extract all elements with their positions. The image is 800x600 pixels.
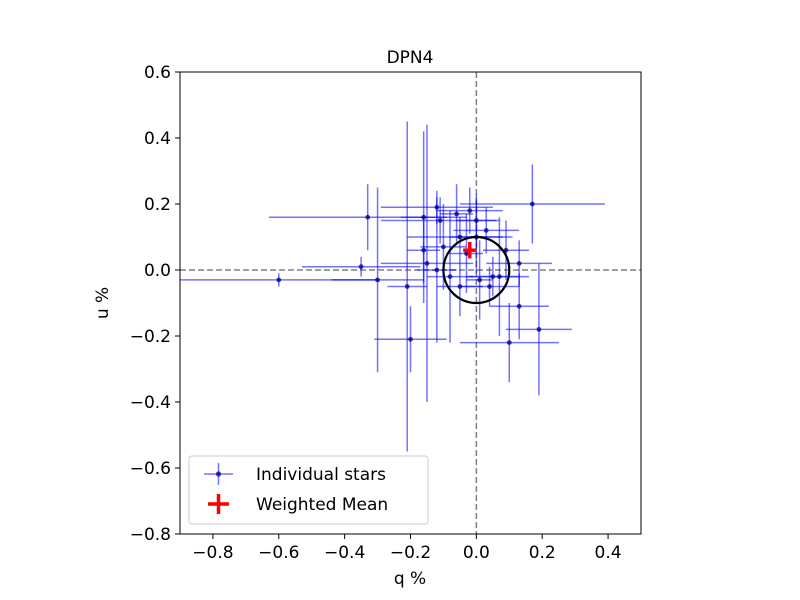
legend-frame (188, 455, 429, 525)
star-point-31 (434, 267, 440, 273)
star-point-3 (404, 284, 410, 289)
star-point-0 (365, 214, 371, 220)
star-point-30 (358, 264, 364, 270)
star-point-28 (536, 327, 542, 332)
legend-label-weighted-mean: Weighted Mean (256, 495, 388, 515)
y-tick-label-5: 0.2 (144, 195, 171, 215)
errorbars-individual-stars (180, 121, 605, 452)
y-tick-label-7: 0.6 (144, 63, 171, 83)
star-point-27 (529, 201, 535, 207)
y-tick-label-4: 0.0 (144, 261, 171, 281)
star-point-20 (487, 284, 492, 289)
star-point-5 (424, 261, 430, 266)
star-point-16 (473, 218, 479, 223)
star-point-8 (437, 218, 443, 223)
star-point-25 (516, 261, 522, 266)
y-axis-label: u % (93, 287, 113, 319)
star-point-10 (447, 274, 453, 279)
star-point-12 (457, 234, 463, 240)
star-point-18 (477, 277, 483, 283)
star-point-19 (483, 228, 489, 233)
star-point-13 (457, 284, 463, 289)
y-tick-label-6: 0.4 (144, 129, 171, 149)
star-point-1 (375, 277, 380, 283)
legend-errorbar-icon (204, 463, 233, 485)
x-tick-label-2: −0.4 (324, 543, 365, 563)
y-axis-ticks: −0.8 −0.6 −0.4 −0.2 0.0 0.2 0.4 0.6 (130, 63, 180, 545)
x-tick-label-3: −0.2 (390, 543, 431, 563)
markers-individual-stars (276, 201, 542, 345)
y-tick-label-2: −0.4 (130, 393, 171, 413)
star-point-21 (490, 274, 496, 279)
x-tick-label-1: −0.6 (258, 543, 299, 563)
star-point-7 (434, 204, 440, 210)
star-point-2 (408, 336, 413, 342)
x-tick-label-4: 0.0 (463, 543, 490, 563)
y-tick-label-3: −0.2 (130, 327, 171, 347)
legend-label-individual-stars: Individual stars (256, 465, 386, 485)
star-point-14 (464, 251, 469, 256)
x-axis-label: q % (394, 569, 426, 589)
star-point-24 (506, 340, 512, 345)
x-tick-label-0: −0.8 (192, 543, 233, 563)
star-point-11 (454, 211, 459, 217)
legend-cross-icon (208, 494, 229, 514)
legend: Individual stars Weighted Mean (188, 455, 429, 525)
star-point-29 (276, 277, 282, 283)
chart-title: DPN4 (387, 48, 434, 68)
x-axis-ticks: −0.8 −0.6 −0.4 −0.2 0.0 0.2 0.4 (192, 534, 622, 563)
weighted-mean-marker (463, 241, 477, 259)
y-tick-label-0: −0.8 (130, 525, 171, 545)
star-point-15 (467, 208, 473, 214)
y-tick-label-1: −0.6 (130, 459, 171, 479)
star-point-22 (497, 274, 502, 279)
reference-circle (442, 235, 511, 305)
star-point-6 (421, 247, 427, 253)
star-point-4 (421, 214, 427, 220)
star-point-9 (441, 244, 446, 250)
x-tick-label-5: 0.2 (529, 543, 556, 563)
x-tick-label-6: 0.4 (595, 543, 622, 563)
star-point-26 (516, 303, 522, 309)
